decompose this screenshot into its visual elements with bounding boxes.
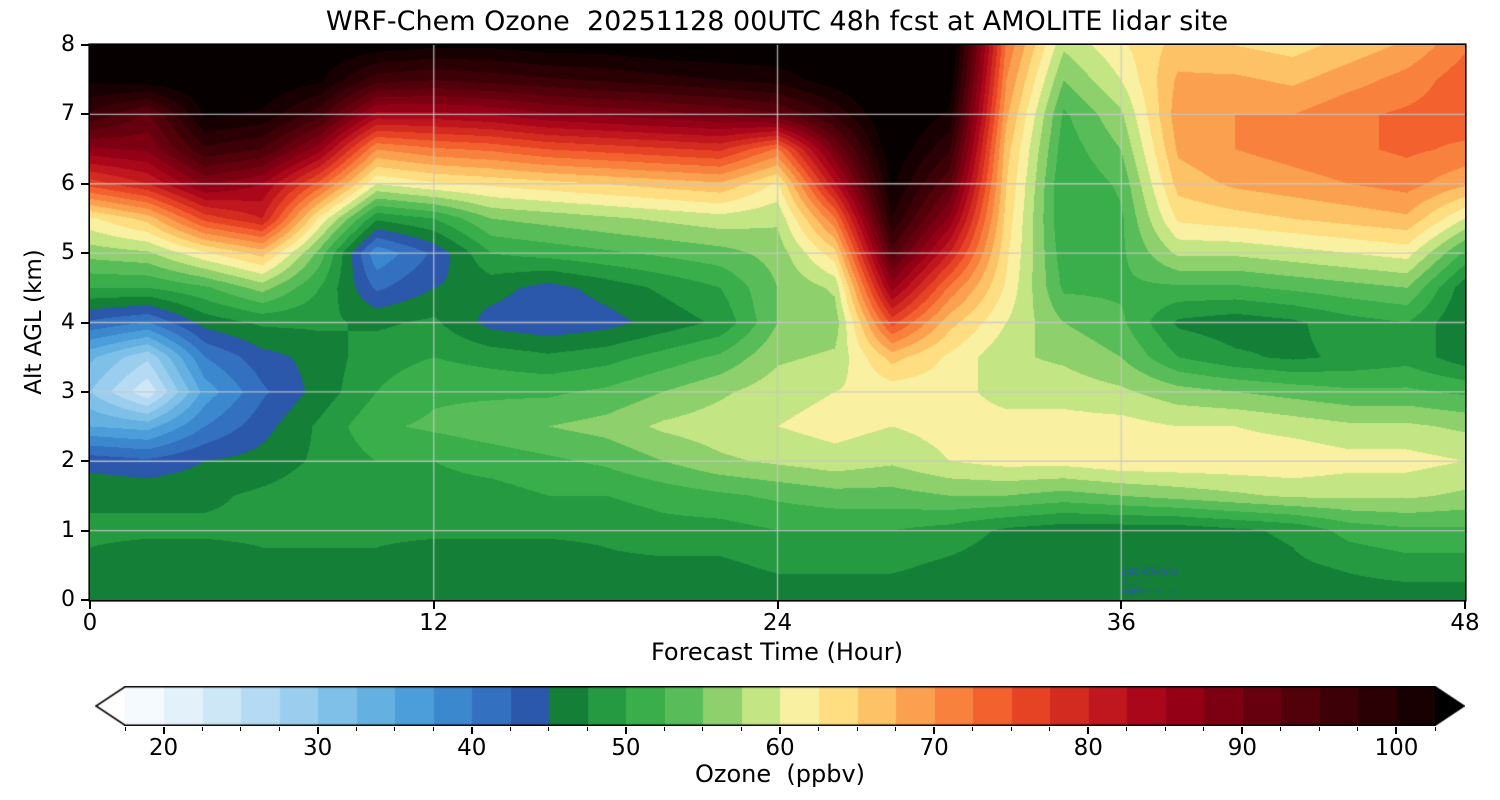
colorbar-tick-mark — [316, 727, 319, 734]
colorbar-tick-mark — [779, 727, 781, 734]
colorbar — [95, 686, 1465, 726]
x-tick-label: 36 — [1106, 610, 1136, 636]
x-tick-mark — [1464, 601, 1466, 609]
x-tick-label: 0 — [82, 610, 98, 636]
y-tick-mark — [81, 460, 89, 463]
x-tick-mark — [432, 601, 435, 609]
colorbar-minor-tick-mark — [201, 727, 203, 731]
colorbar-minor-tick-mark — [1203, 727, 1205, 731]
colorbar-minor-tick-mark — [240, 727, 242, 731]
colorbar-tick-label: 50 — [611, 735, 641, 761]
colorbar-canvas — [95, 686, 1465, 726]
colorbar-minor-tick-mark — [1318, 727, 1320, 731]
colorbar-tick-label: 80 — [1073, 735, 1103, 761]
colorbar-minor-tick-mark — [278, 727, 280, 731]
colorbar-minor-tick-mark — [586, 727, 588, 731]
colorbar-minor-tick-mark — [663, 727, 665, 731]
y-tick-label: 2 — [61, 448, 75, 474]
y-tick-mark — [81, 182, 89, 185]
colorbar-minor-tick-mark — [1434, 727, 1436, 731]
y-tick-label: 5 — [61, 240, 75, 266]
colorbar-minor-tick-mark — [124, 727, 126, 731]
colorbar-tick-mark — [1241, 727, 1244, 734]
colorbar-label: Ozone (ppbv) — [694, 760, 866, 788]
colorbar-minor-tick-mark — [355, 727, 357, 731]
colorbar-tick-label: 40 — [457, 735, 487, 761]
y-tick-label: 6 — [61, 170, 75, 196]
colorbar-tick-label: 100 — [1374, 735, 1419, 761]
y-tick-label: 8 — [61, 32, 75, 57]
colorbar-minor-tick-mark — [1357, 727, 1359, 731]
x-tick-mark — [1120, 601, 1123, 609]
y-tick-label: 7 — [61, 101, 75, 127]
colorbar-tick-label: 60 — [765, 735, 795, 761]
colorbar-minor-tick-mark — [394, 727, 396, 731]
colorbar-tick-label: 70 — [919, 735, 949, 761]
y-tick-mark — [81, 529, 89, 532]
colorbar-tick-mark — [933, 727, 936, 734]
colorbar-tick-label: 20 — [148, 735, 179, 761]
chart-title: WRF-Chem Ozone 20251128 00UTC 48h fcst a… — [325, 6, 1229, 37]
y-tick-label: 1 — [61, 517, 75, 543]
colorbar-minor-tick-mark — [1126, 727, 1128, 731]
x-tick-label: 48 — [1450, 610, 1480, 636]
plot-area — [90, 45, 1465, 600]
colorbar-minor-tick-mark — [509, 727, 511, 731]
y-tick-mark — [81, 252, 89, 255]
y-tick-mark — [81, 113, 89, 116]
y-tick-label: 4 — [61, 309, 75, 335]
x-tick-label: 24 — [762, 610, 793, 636]
colorbar-minor-tick-mark — [1164, 727, 1166, 731]
x-axis-label: Forecast Time (Hour) — [650, 638, 904, 666]
y-tick-mark — [81, 321, 89, 324]
y-tick-mark — [81, 390, 89, 393]
colorbar-minor-tick-mark — [1049, 727, 1051, 731]
colorbar-tick-mark — [162, 727, 165, 734]
colorbar-tick-label: 90 — [1227, 735, 1257, 761]
y-axis-label: Alt AGL (km) — [21, 249, 47, 395]
x-tick-mark — [776, 601, 779, 609]
y-tick-mark — [81, 599, 89, 601]
colorbar-minor-tick-mark — [895, 727, 897, 731]
colorbar-minor-tick-mark — [818, 727, 820, 731]
colorbar-minor-tick-mark — [972, 727, 974, 731]
y-tick-label: 0 — [61, 587, 75, 612]
colorbar-tick-label: 30 — [303, 735, 333, 761]
colorbar-minor-tick-mark — [432, 727, 434, 731]
colorbar-minor-tick-mark — [740, 727, 742, 731]
x-tick-mark — [89, 601, 91, 609]
colorbar-tick-mark — [1087, 727, 1090, 734]
contour-canvas — [90, 45, 1465, 600]
colorbar-minor-tick-mark — [1280, 727, 1282, 731]
colorbar-tick-mark — [1395, 727, 1398, 734]
colorbar-minor-tick-mark — [548, 727, 550, 731]
colorbar-minor-tick-mark — [1010, 727, 1012, 731]
y-tick-label: 3 — [61, 378, 75, 404]
colorbar-tick-mark — [470, 727, 473, 734]
y-tick-mark — [81, 44, 89, 46]
x-tick-label: 12 — [419, 610, 449, 636]
colorbar-minor-tick-mark — [702, 727, 704, 731]
colorbar-minor-tick-mark — [856, 727, 858, 731]
colorbar-tick-mark — [624, 727, 627, 734]
